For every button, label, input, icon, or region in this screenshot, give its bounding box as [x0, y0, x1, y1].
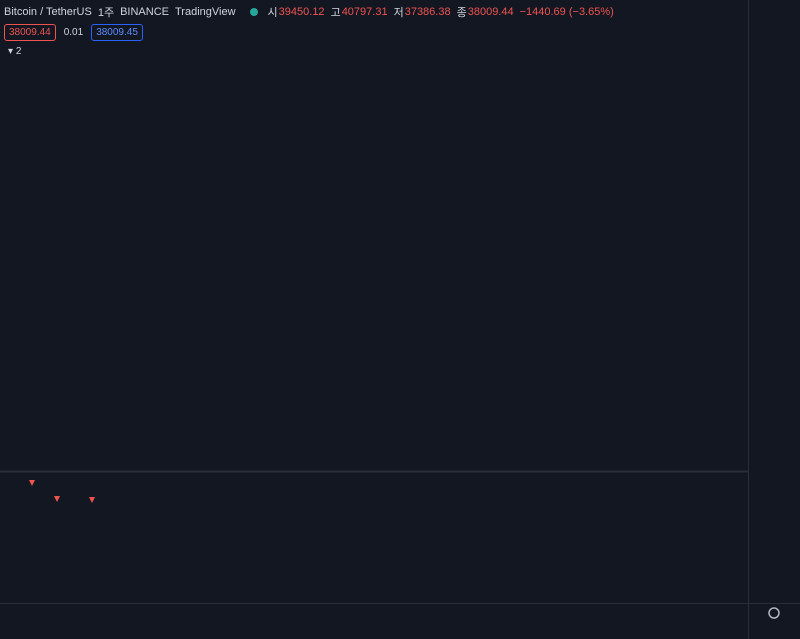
close-value: 38009.44 [467, 6, 514, 18]
signal-marker [89, 497, 95, 503]
signal-marker [29, 480, 35, 486]
indicator-count: 2 [15, 46, 22, 57]
bid[interactable]: 38009.44 [4, 24, 56, 41]
open-value: 39450.12 [278, 6, 325, 18]
change: −1440.69 (−3.65%) [519, 6, 614, 18]
exchange: BINANCE [120, 6, 169, 18]
interval: 1주 [97, 7, 115, 19]
spread: 0.01 [63, 27, 84, 38]
low-value: 37386.38 [404, 6, 451, 18]
legend-header: Bitcoin / TetherUS 1주 BINANCE TradingVie… [4, 4, 614, 20]
close-label: 종 [456, 7, 467, 19]
indicators-toggle[interactable]: ▾ 2 [8, 46, 22, 57]
symbol: Bitcoin / TetherUS [4, 6, 92, 18]
status-dot [249, 8, 258, 16]
settings-icon[interactable] [768, 607, 780, 619]
signal-marker [54, 496, 60, 502]
high-value: 40797.31 [341, 6, 388, 18]
high-label: 고 [330, 7, 341, 19]
brand: TradingView [175, 6, 236, 18]
low-label: 저 [393, 7, 404, 19]
ask[interactable]: 38009.45 [91, 24, 143, 41]
trade-row: 38009.44 0.01 38009.45 [4, 24, 143, 41]
open-label: 시 [267, 7, 278, 19]
